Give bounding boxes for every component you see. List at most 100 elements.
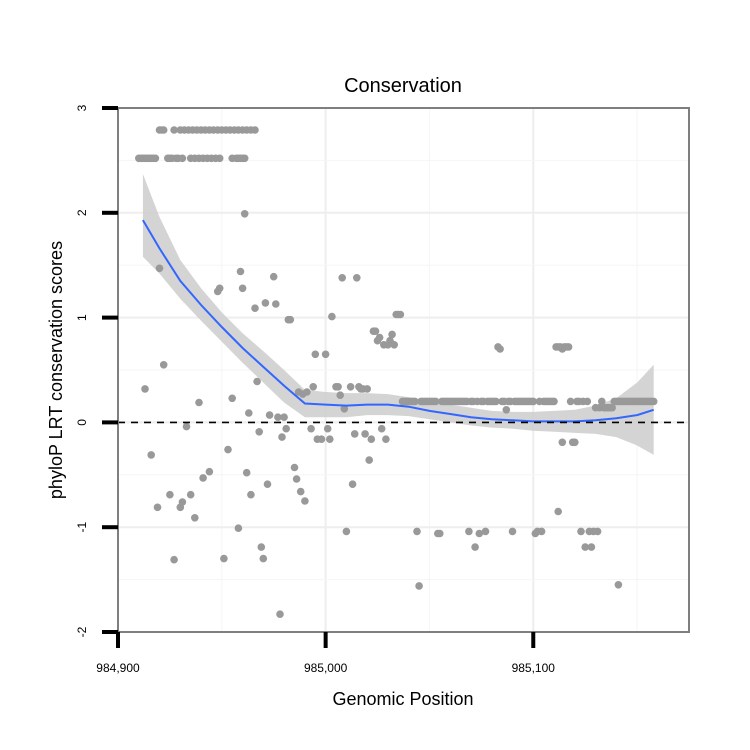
- data-point: [296, 487, 305, 496]
- data-point: [431, 397, 440, 406]
- data-point: [587, 543, 596, 551]
- data-point: [346, 383, 355, 391]
- data-point: [303, 388, 311, 396]
- data-point: [242, 468, 251, 477]
- data-point: [255, 428, 263, 436]
- data-point: [182, 422, 191, 431]
- data-point: [326, 435, 334, 444]
- data-point: [215, 284, 224, 293]
- data-point: [350, 430, 359, 438]
- data-point: [361, 430, 369, 438]
- data-point: [251, 304, 259, 313]
- y-tick-label: -1: [75, 522, 89, 533]
- data-point: [215, 154, 224, 163]
- data-point: [598, 397, 606, 406]
- data-point: [390, 341, 399, 349]
- data-point: [353, 274, 361, 282]
- data-point: [195, 398, 203, 407]
- data-point: [334, 383, 342, 391]
- data-point: [365, 456, 374, 464]
- data-point: [581, 543, 589, 551]
- data-point: [166, 490, 174, 499]
- data-point: [234, 524, 243, 532]
- data-point: [550, 397, 558, 406]
- grid-lines: [117, 107, 689, 633]
- data-point: [388, 330, 396, 339]
- data-point: [151, 154, 160, 163]
- x-axis-label: Genomic Position: [332, 689, 473, 709]
- y-tick-label: 0: [75, 419, 89, 426]
- data-point: [220, 554, 228, 563]
- data-point: [301, 497, 309, 505]
- data-point: [311, 350, 320, 359]
- data-point: [253, 377, 261, 386]
- data-point: [377, 424, 386, 433]
- y-axis-label: phyloP LRT conservation scores: [46, 241, 66, 499]
- data-point: [382, 435, 390, 444]
- data-point: [292, 475, 301, 483]
- data-point: [290, 463, 299, 472]
- data-point: [269, 272, 278, 281]
- data-point: [191, 514, 199, 522]
- data-point: [278, 433, 286, 441]
- data-point: [155, 264, 164, 273]
- data-point: [363, 385, 372, 393]
- x-axis: 984,900 985,000 985,100: [96, 632, 555, 675]
- data-point: [147, 451, 155, 459]
- data-point: [348, 480, 357, 489]
- data-point: [276, 610, 284, 618]
- data-point: [566, 397, 575, 406]
- data-point: [328, 312, 336, 321]
- data-point: [280, 413, 288, 422]
- data-point: [481, 527, 490, 536]
- data-point: [170, 126, 178, 134]
- data-point: [228, 394, 236, 403]
- data-point: [265, 411, 274, 419]
- data-point: [396, 310, 405, 319]
- data-point: [261, 299, 270, 307]
- data-point: [321, 350, 330, 359]
- data-point: [537, 527, 546, 536]
- data-point: [153, 503, 162, 512]
- data-point: [236, 267, 245, 276]
- data-point: [593, 527, 602, 536]
- data-point: [583, 397, 592, 406]
- data-point: [238, 284, 247, 293]
- data-point: [338, 274, 347, 282]
- data-point: [340, 405, 349, 413]
- data-point: [159, 126, 168, 134]
- data-point: [496, 345, 504, 353]
- data-point: [564, 343, 573, 351]
- data-point: [141, 385, 149, 393]
- data-point: [415, 582, 423, 590]
- data-point: [529, 397, 538, 406]
- data-point: [309, 383, 318, 391]
- data-point: [224, 445, 232, 454]
- data-point: [492, 397, 500, 406]
- data-point: [342, 527, 351, 536]
- data-point: [282, 424, 291, 433]
- panel-border: [117, 107, 690, 633]
- data-point: [205, 467, 214, 476]
- data-point: [307, 424, 315, 433]
- y-tick-label: 2: [75, 209, 89, 216]
- data-point: [608, 403, 616, 412]
- data-point: [251, 126, 259, 134]
- data-point: [336, 391, 345, 400]
- data-point: [508, 527, 517, 536]
- data-point: [247, 490, 255, 499]
- data-point: [159, 361, 168, 369]
- x-tick-label: 985,000: [304, 661, 348, 675]
- y-tick-label: 3: [75, 104, 89, 111]
- data-point: [178, 498, 187, 506]
- data-point: [263, 480, 272, 489]
- data-point: [259, 554, 268, 563]
- data-point: [286, 315, 295, 324]
- data-point: [649, 397, 658, 406]
- data-point: [245, 409, 253, 417]
- x-tick-label: 985,100: [512, 661, 556, 675]
- data-point: [571, 438, 579, 447]
- data-point: [577, 527, 585, 536]
